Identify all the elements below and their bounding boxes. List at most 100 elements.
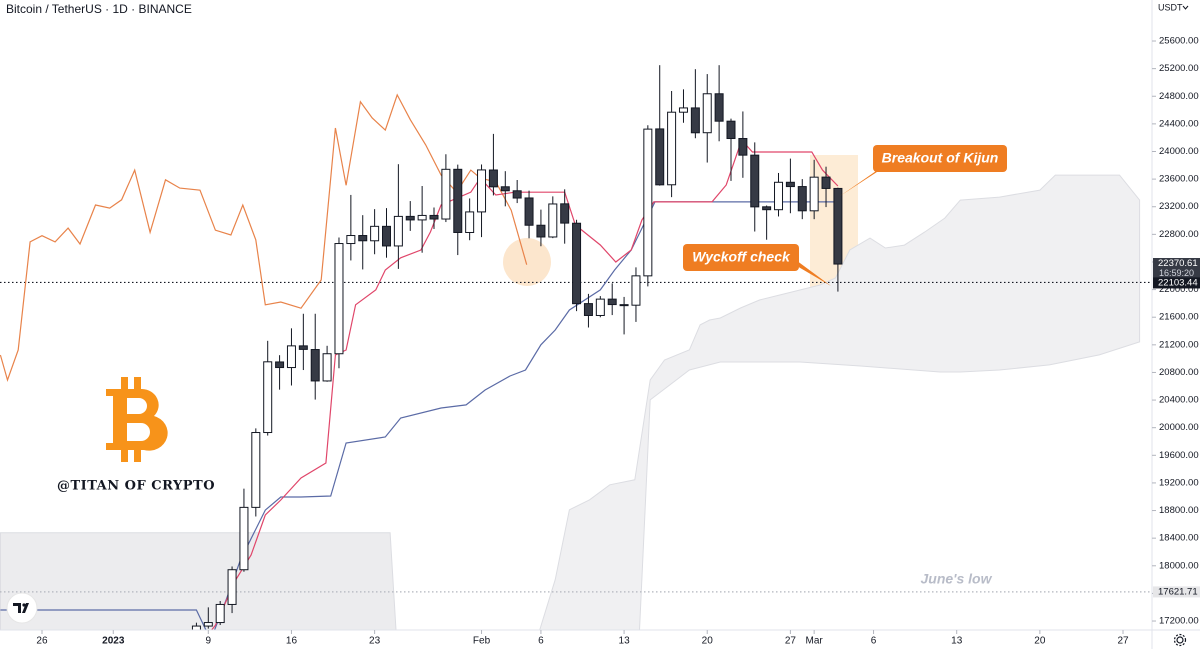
candle-body [215, 603, 225, 624]
candle-body [429, 214, 439, 220]
candle-body [690, 107, 700, 134]
x-tick-label: 13 [619, 636, 631, 647]
candle-body [726, 120, 736, 140]
y-tick-label: 21200.00 [1159, 339, 1199, 350]
candle-body [286, 345, 296, 369]
y-tick-label: 18800.00 [1159, 505, 1199, 516]
candle-body [738, 138, 748, 156]
candle-body [548, 203, 558, 238]
candle-body [346, 235, 356, 245]
candle-body [785, 181, 795, 188]
candle-body [797, 186, 807, 212]
ichimoku-cloud [539, 174, 1141, 630]
x-tick-label: 27 [785, 636, 797, 647]
candle-body [607, 298, 617, 306]
highlight-circle [503, 238, 551, 286]
candle-body [524, 197, 534, 226]
candle-body [821, 176, 831, 189]
candle-body [203, 622, 213, 627]
candle-body [298, 345, 308, 350]
candle-body [275, 361, 285, 369]
annotation: June's low [920, 571, 992, 587]
countdown: 16:59:20 [1159, 268, 1194, 278]
y-tick-label: 22000.00 [1159, 284, 1199, 295]
candle-body [488, 169, 498, 188]
candle-body [536, 224, 546, 238]
y-tick-label: 23200.00 [1159, 201, 1199, 212]
y-tick-label: 22800.00 [1159, 229, 1199, 240]
candle-body [477, 169, 487, 213]
candle-body [572, 222, 582, 305]
y-tick-label: 20800.00 [1159, 367, 1199, 378]
settings-icon[interactable] [1173, 633, 1187, 647]
candle-body [631, 275, 641, 306]
candle-body [750, 154, 760, 208]
candle-body [465, 211, 475, 233]
annotation: Breakout of Kijun [882, 150, 999, 166]
candle-body [702, 93, 712, 134]
price-label: 22103.44 [1158, 277, 1198, 288]
y-tick-label: 23600.00 [1159, 174, 1199, 185]
y-tick-label: 20400.00 [1159, 395, 1199, 406]
y-tick-label: 25200.00 [1159, 63, 1199, 74]
y-tick-label: 19200.00 [1159, 477, 1199, 488]
price-label: 17621.71 [1158, 586, 1198, 597]
dropdown-icon[interactable] [1182, 5, 1189, 10]
watermark: @TITAN OF CRYPTO [57, 479, 215, 494]
header-title: Bitcoin / TetherUS · 1D · BINANCE [6, 2, 192, 16]
tv-logo[interactable] [6, 592, 38, 624]
annotation: Wyckoff check [692, 249, 791, 265]
x-tick-label: 6 [871, 636, 877, 647]
candle-body [310, 349, 320, 382]
candle-body [251, 432, 261, 508]
plot-area [0, 65, 1152, 630]
candle-body [512, 190, 522, 199]
candle-body [453, 168, 463, 233]
candle-body [263, 361, 273, 434]
candle-body [500, 186, 510, 192]
x-tick-label: 9 [206, 636, 212, 647]
x-tick-label: 27 [1117, 636, 1129, 647]
candle-body [833, 187, 843, 265]
x-tick-label: Feb [473, 636, 491, 647]
indicator-line [210, 138, 839, 630]
candle-body [560, 203, 570, 224]
y-tick-label: 19600.00 [1159, 450, 1199, 461]
candle-body [227, 569, 237, 605]
price-label-box [1153, 586, 1200, 598]
x-tick-label: 16 [286, 636, 298, 647]
x-tick-label: 20 [1034, 636, 1046, 647]
candle-body [417, 214, 427, 221]
x-tick-label: 20 [702, 636, 714, 647]
x-tick-label: 23 [369, 636, 381, 647]
candle-body [405, 215, 415, 221]
candle-body [678, 107, 688, 113]
callout-box [873, 145, 1007, 172]
y-tick-label: 24800.00 [1159, 91, 1199, 102]
y-tick-label: 17200.00 [1159, 616, 1199, 627]
callout-box [683, 244, 799, 271]
candle-body [239, 506, 249, 571]
candle-body [619, 304, 629, 307]
x-tick-label: Mar [806, 636, 824, 647]
countdown-box [1153, 268, 1200, 278]
x-tick-label: 6 [538, 636, 544, 647]
indicator-line [0, 93, 528, 382]
x-tick-label: 13 [951, 636, 963, 647]
bitcoin-logo [106, 377, 168, 462]
callouts: Breakout of Kijun Wyckoff check June's l… [683, 145, 1007, 587]
candle-body [762, 206, 772, 211]
y-tick-label: 20000.00 [1159, 422, 1199, 433]
price-label-box [1153, 257, 1200, 269]
candle-body [643, 128, 653, 277]
candle-body [191, 625, 201, 630]
y-tick-label: 18400.00 [1159, 533, 1199, 544]
y-tick-label: 21600.00 [1159, 312, 1199, 323]
candle-body [714, 93, 724, 122]
candle-body [441, 168, 451, 220]
y-tick-label: 25600.00 [1159, 36, 1199, 47]
currency[interactable]: USDT [1158, 2, 1183, 12]
candle-body [393, 215, 403, 247]
y-tick-label: 24400.00 [1159, 118, 1199, 129]
